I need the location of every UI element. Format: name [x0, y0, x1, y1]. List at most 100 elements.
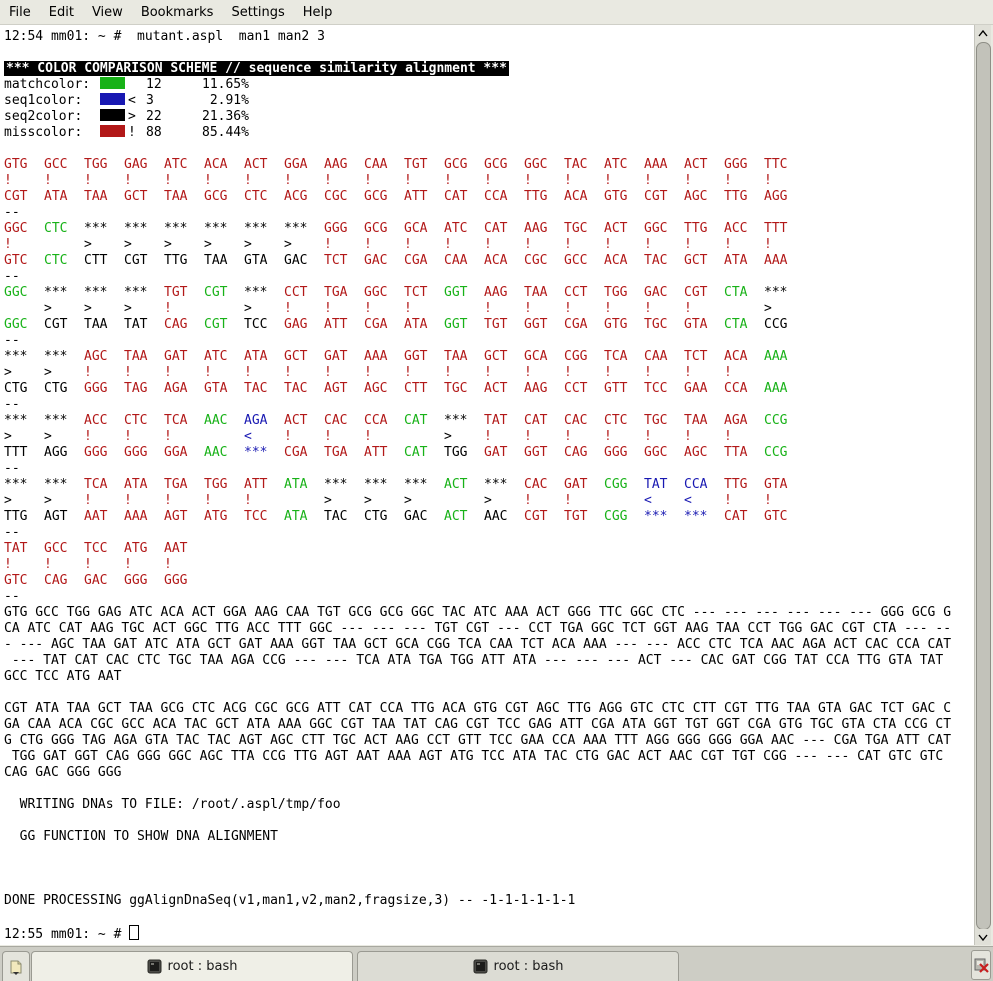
legend-percent: 11.65%	[202, 77, 249, 92]
codon-cell: !	[764, 173, 772, 188]
codon-cell: AGC	[84, 349, 108, 364]
codon-cell: ***	[244, 221, 268, 236]
codon-cell: CTA	[724, 317, 748, 332]
codon-cell: GCG	[204, 189, 228, 204]
codon-cell: !	[604, 301, 612, 316]
seq1-line: - --- AGC TAA GAT ATC ATA GCT GAT AAA GG…	[4, 637, 952, 652]
codon-cell: !	[324, 301, 332, 316]
codon-cell: !	[164, 173, 172, 188]
codon-cell: >	[404, 493, 412, 508]
menu-item-file[interactable]: File	[9, 4, 31, 20]
session-tab-2[interactable]: root : bash	[357, 951, 679, 981]
codon-cell: GCG	[484, 157, 508, 172]
seq2-line: G CTG GGG TAG AGA GTA TAC TAC AGT AGC CT…	[4, 733, 952, 748]
codon-cell: ***	[284, 221, 308, 236]
codon-cell: TGG	[444, 445, 468, 460]
terminal-cursor	[129, 925, 140, 940]
codon-cell: GAT	[484, 445, 508, 460]
codon-cell: !	[124, 173, 132, 188]
codon-cell: GTA	[204, 381, 228, 396]
menu-item-view[interactable]: View	[91, 4, 123, 20]
codon-cell: >	[124, 237, 132, 252]
block5-top-row: *** *** ACC CTC TCA AAC AGA ACT CAC CCA CAT *** TAT C…	[4, 413, 951, 429]
codon-cell: !	[364, 237, 372, 252]
block-separator: --	[4, 589, 20, 604]
codon-cell: CAA	[644, 349, 668, 364]
codon-cell: TGC	[644, 317, 668, 332]
codon-cell: ACA	[484, 253, 508, 268]
codon-cell: ***	[44, 477, 68, 492]
codon-cell: GCG	[364, 189, 388, 204]
codon-cell: AAA	[364, 349, 388, 364]
codon-cell: ATG	[204, 509, 228, 524]
close-session-button[interactable]	[971, 950, 991, 980]
menu-item-edit[interactable]: Edit	[48, 4, 74, 20]
new-session-icon	[10, 960, 22, 975]
codon-cell: ***	[84, 285, 108, 300]
codon-cell: TAT	[4, 541, 28, 556]
gg-function-line: GG FUNCTION TO SHOW DNA ALIGNMENT	[4, 829, 278, 844]
codon-cell: AGC	[684, 189, 708, 204]
menu-item-settings[interactable]: Settings	[231, 4, 285, 20]
codon-cell: GTC	[4, 573, 28, 588]
codon-cell: ATC	[164, 157, 188, 172]
codon-cell: CGT	[524, 509, 548, 524]
codon-cell: CAT	[484, 221, 508, 236]
session-tab-1[interactable]: root : bash	[31, 951, 353, 981]
codon-cell: AAT	[84, 509, 108, 524]
codon-cell: TGA	[324, 445, 348, 460]
codon-cell: >	[44, 429, 52, 444]
codon-cell: !	[604, 429, 612, 444]
codon-cell: ACA	[564, 189, 588, 204]
codon-cell: !	[564, 237, 572, 252]
codon-cell: TCC	[244, 509, 268, 524]
codon-cell: TGT	[164, 285, 188, 300]
legend-symbol	[125, 77, 146, 93]
scroll-up-button[interactable]	[975, 25, 991, 41]
codon-cell: !	[404, 301, 412, 316]
codon-cell: !	[124, 429, 132, 444]
codon-cell: ACC	[84, 413, 108, 428]
block1-top-row: GTG GCC TGG GAG ATC ACA ACT GGA AAG CAA TGT GCG GCG G…	[4, 157, 951, 173]
codon-cell: AGA	[724, 413, 748, 428]
codon-cell: GTG	[4, 157, 28, 172]
codon-cell: GGT	[524, 445, 548, 460]
session-tab-bar: root : bash root : bash	[0, 946, 993, 981]
codon-cell: GGA	[284, 157, 308, 172]
codon-cell: CCT	[564, 381, 588, 396]
prompt-line-2: 12:55 mm01: ~ #	[4, 925, 951, 942]
scroll-down-button[interactable]	[975, 929, 991, 945]
codon-cell: AAA	[764, 349, 788, 364]
menu-item-help[interactable]: Help	[302, 4, 333, 20]
codon-cell: CTC	[604, 413, 628, 428]
codon-cell: GGC	[364, 285, 388, 300]
terminal-screen[interactable]: 12:54 mm01: ~ # mutant.aspl man1 man2 3 …	[0, 25, 975, 945]
codon-cell: ATA	[124, 477, 148, 492]
codon-cell: TAT	[644, 477, 668, 492]
codon-cell: TAC	[284, 381, 308, 396]
codon-cell: GGT	[404, 349, 428, 364]
scrollbar[interactable]	[974, 25, 991, 945]
codon-cell: TCT	[404, 285, 428, 300]
codon-cell: <	[244, 429, 252, 444]
legend-color-swatch	[100, 125, 125, 137]
legend-row: seq2color: >22 21.36%	[4, 109, 951, 125]
codon-cell: GCC	[564, 253, 588, 268]
codon-cell: GGG	[724, 157, 748, 172]
codon-cell: !	[244, 493, 252, 508]
codon-cell: !	[684, 429, 692, 444]
codon-cell: !	[724, 429, 732, 444]
codon-cell: CAG	[564, 445, 588, 460]
codon-cell: CGA	[404, 253, 428, 268]
block6-sym-row: > >!!!!! > > > >!! < <!!	[4, 493, 951, 509]
scrollbar-thumb[interactable]	[976, 42, 991, 930]
block6-top-row: *** *** TCA ATA TGA TGG ATT ATA *** *** *** ACT *** C…	[4, 477, 951, 493]
codon-cell: AAC	[484, 509, 508, 524]
new-session-button[interactable]	[2, 951, 30, 981]
codon-cell: TAC	[324, 509, 348, 524]
codon-cell: !	[124, 557, 132, 572]
menu-item-bookmarks[interactable]: Bookmarks	[140, 4, 214, 20]
codon-cell: TTT	[764, 221, 788, 236]
codon-cell: CAT	[404, 445, 428, 460]
seq2-line: TGG GAT GGT CAG GGG GGC AGC TTA CCG TTG …	[4, 749, 944, 764]
